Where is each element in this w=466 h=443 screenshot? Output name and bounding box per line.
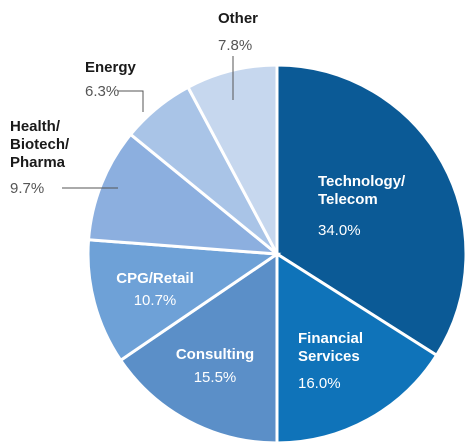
- slice: [118, 251, 279, 443]
- slice-label: Technology/Telecom: [318, 173, 406, 208]
- slice-label: Health/Biotech/Pharma: [10, 118, 70, 171]
- slice-label: Energy: [85, 59, 137, 76]
- slice-label: Other: [218, 10, 258, 27]
- value-label: 10.7%: [134, 292, 177, 309]
- value-label: 7.8%: [218, 37, 252, 54]
- leader-line: [118, 90, 144, 112]
- slice: [186, 63, 279, 255]
- slice: [86, 238, 282, 363]
- value-label: 6.3%: [85, 83, 119, 100]
- slice-label: Financial Services: [298, 330, 363, 365]
- value-label: 34.0%: [318, 222, 361, 239]
- pie: [86, 63, 466, 443]
- slice: [86, 132, 282, 256]
- value-label: 16.0%: [298, 375, 341, 392]
- value-label: 15.5%: [194, 369, 237, 386]
- value-label: 9.7%: [10, 180, 44, 197]
- slice-label: Consulting: [176, 346, 254, 363]
- slice: [275, 251, 439, 443]
- labels: Technology/Telecom 34.0% Financial Services…: [10, 10, 406, 392]
- slice-label: CPG/Retail: [116, 270, 194, 287]
